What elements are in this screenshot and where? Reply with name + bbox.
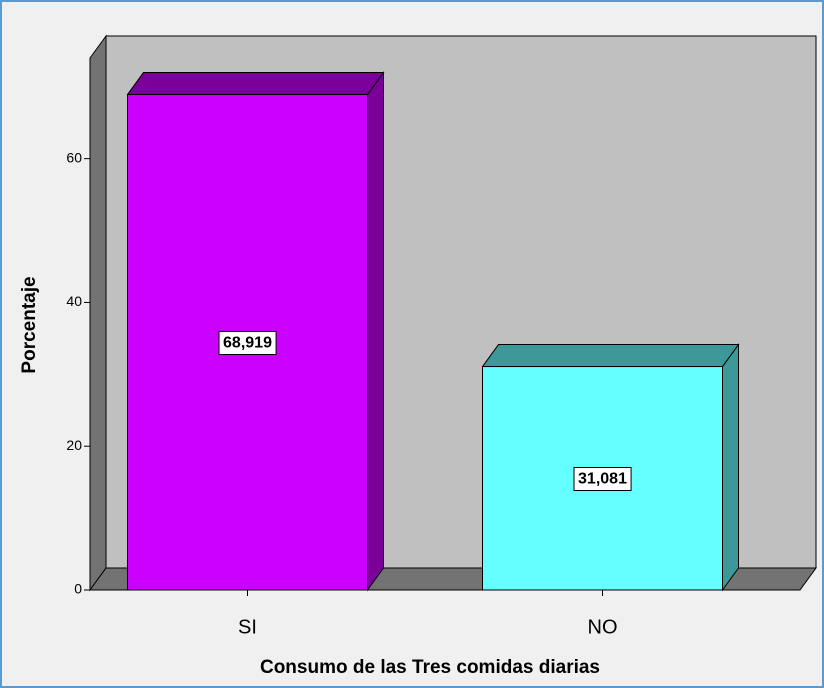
x-tick-label: NO	[588, 616, 618, 638]
value-label-box	[218, 330, 277, 355]
x-axis-title: Consumo de las Tres comidas diarias	[260, 657, 600, 678]
value-label-box	[573, 466, 632, 492]
value-label: 31,081	[578, 470, 627, 487]
y-tick-label: 60	[66, 149, 82, 165]
y-axis-title: Porcentaje	[19, 276, 40, 373]
bar-side	[722, 343, 739, 592]
x-tick-label: SI	[238, 616, 257, 638]
bar-side	[367, 70, 384, 592]
y-tick-label: 20	[66, 437, 82, 453]
left-wall	[89, 34, 107, 592]
bar-top	[481, 344, 740, 368]
value-label: 68,919	[223, 334, 272, 351]
y-tick-label: 0	[74, 581, 82, 597]
bar-top	[126, 72, 385, 96]
y-tick-label: 40	[66, 293, 82, 309]
